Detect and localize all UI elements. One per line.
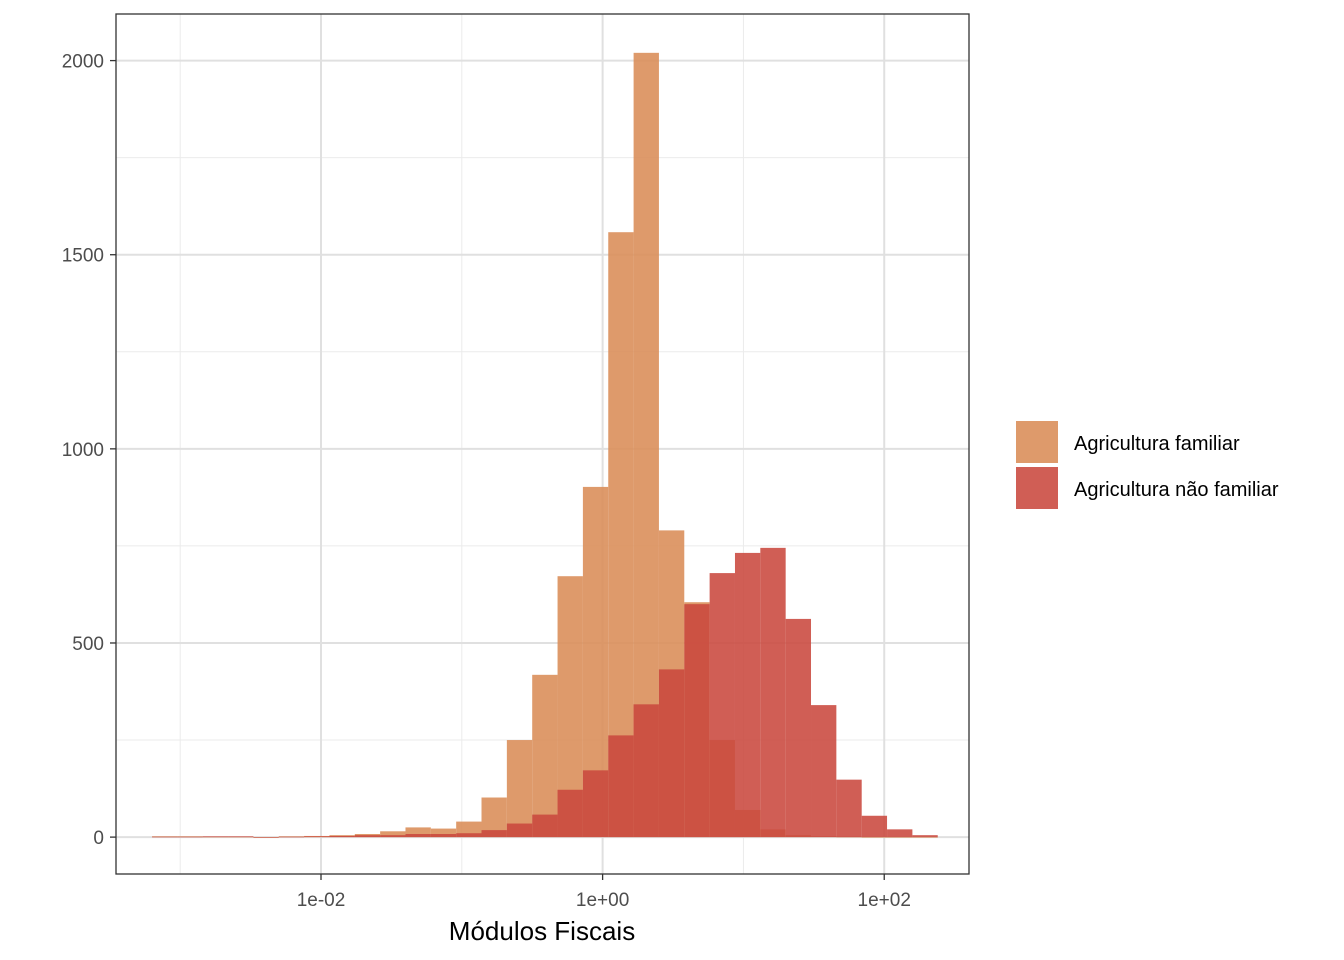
x-tick-label: 1e+00: [576, 890, 629, 911]
bar-nao-familiar: [887, 829, 913, 838]
bar-nao-familiar: [456, 833, 482, 838]
bar-familiar: [912, 837, 938, 838]
bar-familiar: [405, 827, 431, 838]
legend-key: [1016, 467, 1058, 509]
bars: [152, 52, 938, 838]
bar-nao-familiar: [582, 770, 609, 838]
bar-nao-familiar: [861, 815, 888, 838]
bar-familiar: [861, 837, 888, 838]
bar-nao-familiar: [836, 779, 862, 838]
bar-nao-familiar: [430, 834, 457, 838]
bar-nao-familiar: [785, 618, 812, 838]
bar-nao-familiar: [304, 836, 330, 838]
bar-nao-familiar: [608, 735, 634, 838]
bar-nao-familiar: [734, 552, 761, 838]
y-tick-label: 500: [72, 634, 104, 655]
plot-panel-border: [115, 13, 970, 875]
legend-key: [1016, 421, 1058, 463]
bar-nao-familiar: [506, 823, 533, 838]
bar-familiar: [430, 828, 457, 838]
y-tick-label: 1000: [62, 440, 104, 461]
bar-nao-familiar: [557, 789, 583, 838]
bar-familiar: [380, 831, 406, 838]
bar-familiar: [532, 674, 558, 838]
bar-nao-familiar: [202, 836, 229, 838]
bar-familiar: [887, 837, 913, 838]
bar-familiar: [506, 740, 533, 838]
bar-nao-familiar: [177, 836, 203, 838]
bar-nao-familiar: [684, 604, 710, 838]
legend: Agricultura familiar Agricultura não fami…: [1016, 421, 1279, 509]
y-tick-label: 1500: [62, 246, 104, 267]
bar-nao-familiar: [912, 835, 938, 838]
legend-label: Agricultura familiar: [1074, 433, 1240, 455]
bar-nao-familiar: [658, 669, 685, 838]
bar-nao-familiar: [633, 704, 659, 838]
bar-nao-familiar: [278, 836, 305, 838]
bar-nao-familiar: [253, 837, 279, 838]
bar-nao-familiar: [152, 836, 178, 838]
bar-nao-familiar: [380, 835, 406, 838]
bar-nao-familiar: [405, 834, 431, 838]
bar-nao-familiar: [354, 835, 381, 838]
bar-nao-familiar: [709, 573, 735, 838]
legend-label: Agricultura não familiar: [1074, 479, 1279, 501]
x-tick-label: 1e-02: [297, 890, 346, 911]
y-tick-label: 0: [93, 828, 104, 849]
y-tick-label: 2000: [62, 52, 104, 73]
axis-ticks: 1e-02 1e+00 1e+02 0 500 1000 1500 2000: [62, 52, 911, 911]
bar-nao-familiar: [532, 814, 558, 838]
bar-nao-familiar: [329, 835, 355, 838]
x-tick-label: 1e+02: [858, 890, 911, 911]
bar-nao-familiar: [811, 705, 837, 838]
bar-nao-familiar: [760, 547, 786, 838]
bar-nao-familiar: [228, 836, 254, 838]
bar-nao-familiar: [481, 830, 507, 838]
x-axis-title: Módulos Fiscais: [449, 916, 635, 946]
